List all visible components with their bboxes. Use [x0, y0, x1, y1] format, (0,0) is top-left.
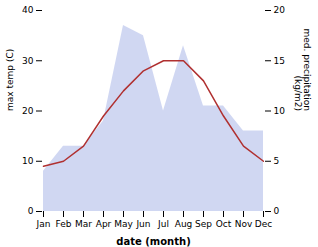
svg-text:20: 20 [22, 106, 34, 116]
svg-text:Jun: Jun [135, 219, 150, 229]
svg-text:Jan: Jan [36, 219, 51, 229]
svg-text:15: 15 [274, 56, 285, 66]
svg-text:May: May [114, 219, 133, 229]
svg-text:Oct: Oct [216, 219, 232, 229]
svg-text:0: 0 [274, 206, 280, 216]
svg-text:Aug: Aug [175, 219, 193, 229]
svg-text:40: 40 [22, 5, 34, 15]
svg-text:5: 5 [274, 156, 280, 166]
svg-text:Jul: Jul [157, 219, 169, 229]
svg-text:10: 10 [22, 156, 34, 166]
svg-text:0: 0 [28, 206, 34, 216]
svg-text:max temp (C): max temp (C) [5, 49, 15, 111]
svg-text:Feb: Feb [56, 219, 72, 229]
svg-text:Nov: Nov [235, 219, 253, 229]
svg-text:Dec: Dec [255, 219, 272, 229]
svg-text:date (month): date (month) [116, 236, 190, 247]
svg-text:med. precipitation(kg/m2): med. precipitation(kg/m2) [293, 29, 312, 111]
svg-text:30: 30 [22, 56, 34, 66]
svg-text:10: 10 [274, 106, 286, 116]
svg-text:20: 20 [274, 5, 286, 15]
svg-text:Apr: Apr [96, 219, 112, 229]
svg-text:Mar: Mar [75, 219, 92, 229]
svg-text:Sep: Sep [195, 219, 212, 229]
